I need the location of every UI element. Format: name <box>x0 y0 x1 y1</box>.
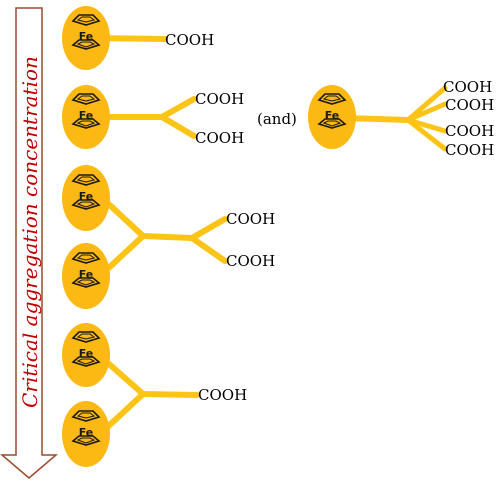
fe-label: Fe <box>79 190 94 203</box>
cooh-label: COOH <box>445 96 494 114</box>
fe-label: Fe <box>79 426 94 439</box>
ferrocene: Fe <box>62 243 110 309</box>
cooh-label: COOH <box>445 141 494 159</box>
cooh-label: COOH <box>165 31 214 49</box>
and-connector: (and) <box>257 110 297 128</box>
fe-label: Fe <box>79 268 94 281</box>
cooh-label: COOH <box>226 210 275 228</box>
axis-label: Critical aggregation concentration <box>18 56 42 408</box>
fe-label: Fe <box>79 347 94 360</box>
ferrocene: Fe <box>308 85 356 149</box>
cooh-label: COOH <box>445 122 494 140</box>
row-3-molecule: Fe Fe COOH COOH <box>62 165 275 309</box>
ferrocene: Fe <box>62 165 110 231</box>
row-1-molecule: Fe COOH <box>62 6 214 70</box>
row-2-molecule-b: Fe COOH COOH COOH COOH <box>308 78 494 159</box>
row-4-molecule: Fe Fe COOH <box>62 323 247 467</box>
cooh-label: COOH <box>443 78 492 96</box>
ferrocene: Fe <box>62 323 110 387</box>
fe-label: Fe <box>79 30 94 43</box>
ferrocene: Fe <box>62 6 110 70</box>
cooh-label: COOH <box>195 129 244 147</box>
cooh-label: COOH <box>226 252 275 270</box>
ferrocene: Fe <box>62 85 110 149</box>
cooh-label: COOH <box>195 90 244 108</box>
fe-label: Fe <box>325 109 340 122</box>
down-arrow-icon <box>0 7 59 479</box>
ferrocene: Fe <box>62 401 110 467</box>
cooh-label: COOH <box>198 386 247 404</box>
row-2-molecule-a: Fe COOH COOH <box>62 85 244 149</box>
concentration-arrow <box>0 7 59 479</box>
fe-label: Fe <box>79 109 94 122</box>
